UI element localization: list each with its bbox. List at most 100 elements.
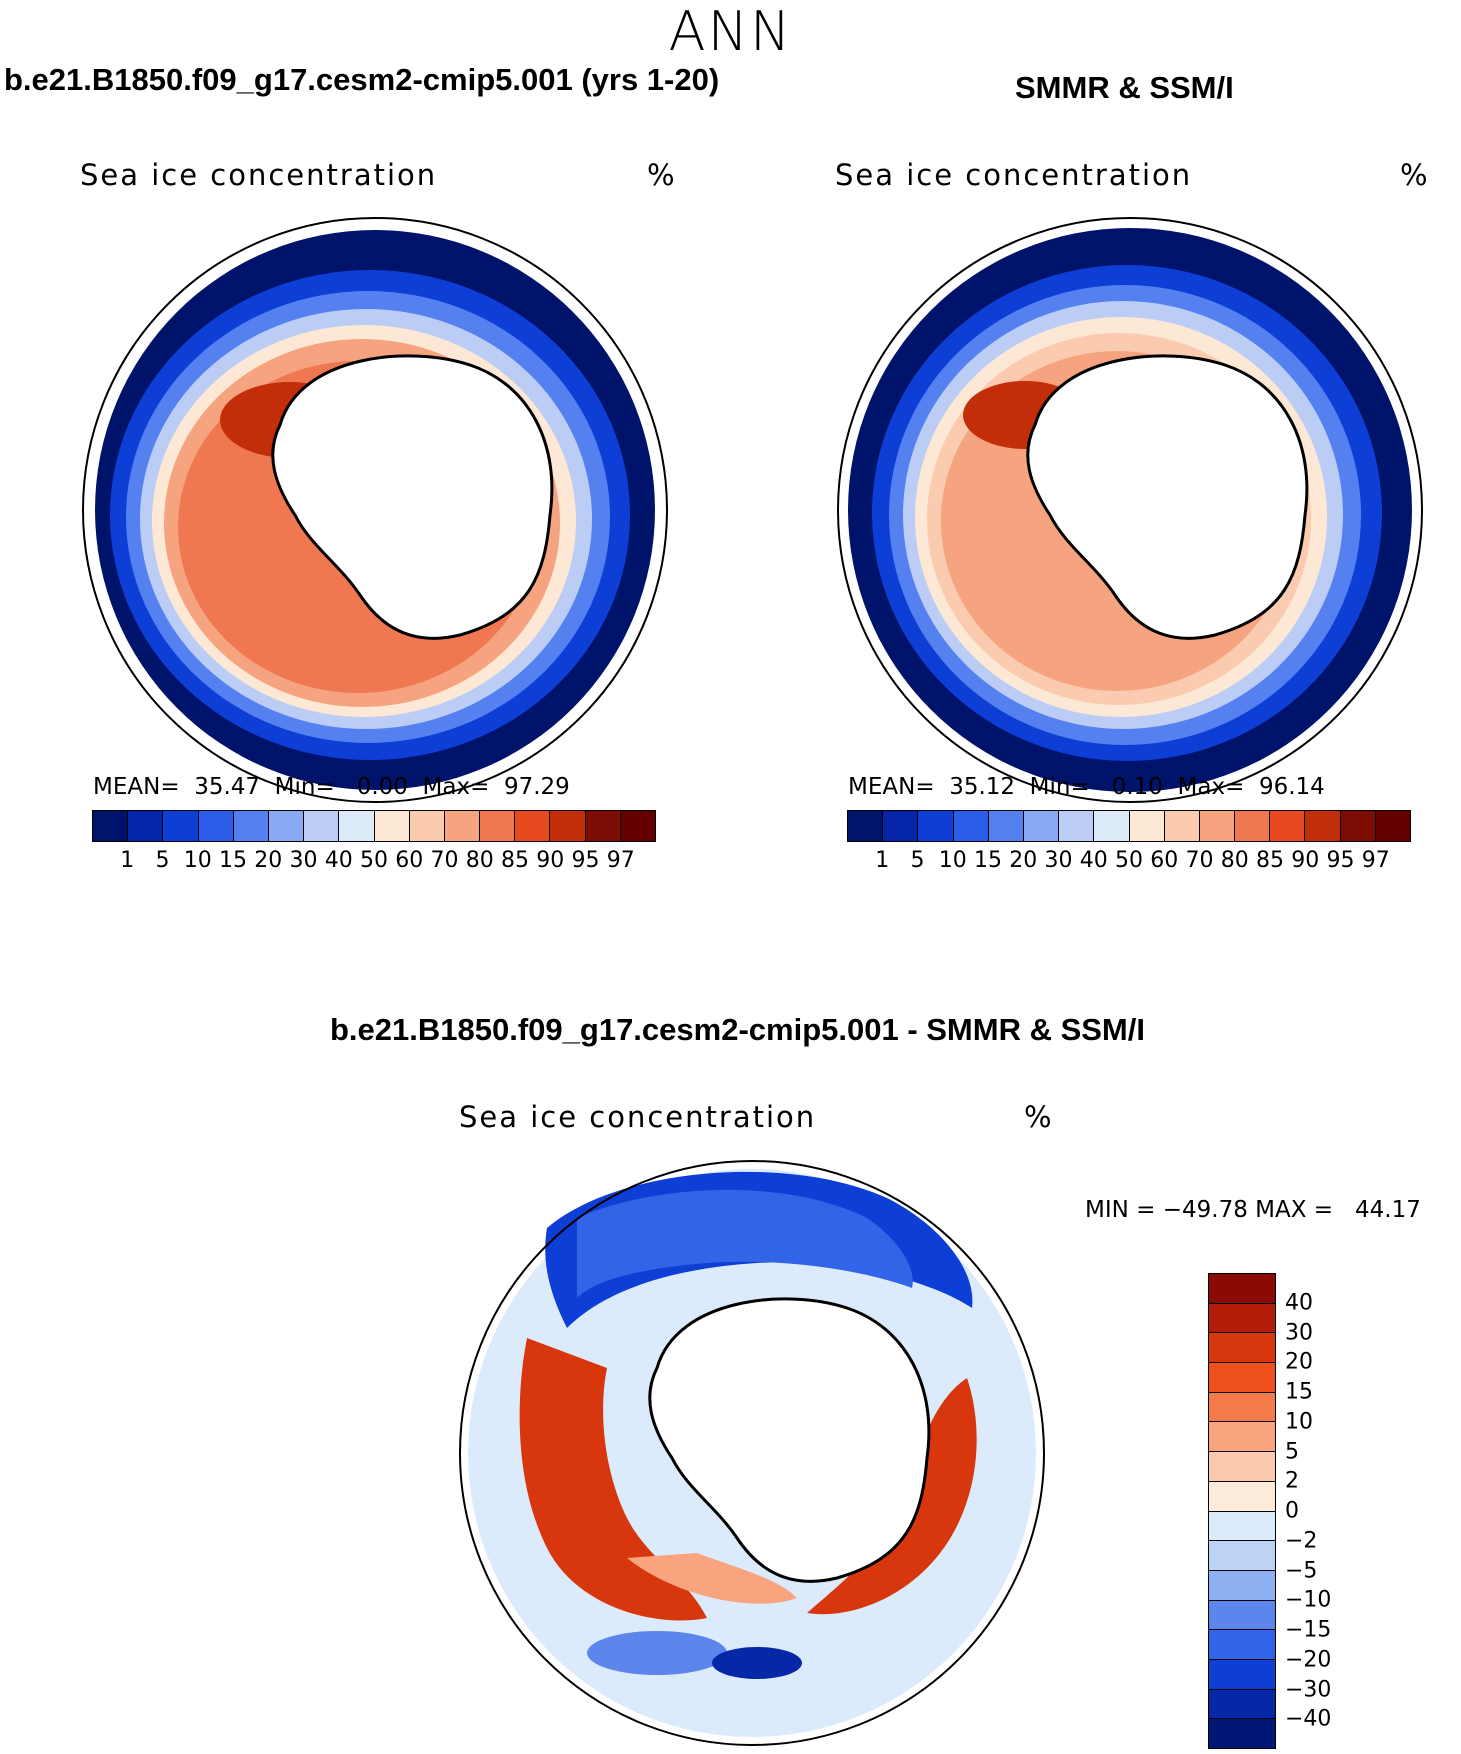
panel-2-colorbar-swatch — [883, 811, 919, 841]
panel-1-colorbar-tick-label: 60 — [395, 848, 424, 873]
panel-1-colorbar — [92, 810, 656, 842]
panel-1-map — [82, 217, 668, 803]
panel-3-colorbar-swatch — [1209, 1689, 1275, 1720]
panel-3-colorbar-swatch — [1209, 1570, 1275, 1601]
panel-1-colorbar-tick-label: 40 — [324, 848, 353, 873]
panel-1-field-label: Sea ice concentration — [80, 158, 438, 192]
panel-1-colorbar-swatch — [268, 811, 305, 841]
panel-1-colorbar-swatch — [339, 811, 375, 841]
panel-2-colorbar-tick-label: 40 — [1079, 848, 1108, 873]
panel-3-colorbar-ticks: 40 30 20 15 10 5 2 0 −2 −5 −10 −15 −20 −30 −40 — [1285, 1273, 1365, 1749]
panel-2-colorbar-tick-label: 90 — [1291, 848, 1320, 873]
panel-3-colorbar-swatch — [1209, 1719, 1275, 1748]
panel-3-positive-anomaly-west — [519, 1338, 707, 1621]
panel-3-field-label: Sea ice concentration — [459, 1100, 817, 1134]
panel-3-colorbar-tick-label: −15 — [1285, 1617, 1332, 1643]
panel-1-colorbar-tick-label: 5 — [155, 848, 170, 873]
panel-1-colorbar-tick-label: 15 — [219, 848, 247, 873]
panel-2-colorbar-swatch — [1129, 811, 1165, 841]
panel-1-colorbar-tick-label: 90 — [536, 848, 565, 873]
panel-2-colorbar-swatch — [1235, 811, 1271, 841]
panel-2-colorbar-swatch — [1305, 811, 1341, 841]
panel-3-colorbar-swatch — [1209, 1303, 1275, 1334]
panel-3-colorbar-swatch — [1209, 1659, 1275, 1690]
panel-2-colorbar-tick-label: 30 — [1044, 848, 1073, 873]
panel-1-colorbar-ticks: 1 5 10 15 20 30 40 50 60 70 80 85 90 95 97 — [92, 848, 656, 878]
panel-3-colorbar-tick-label: −2 — [1285, 1528, 1318, 1554]
panel-1-colorbar-tick-label: 85 — [501, 848, 529, 873]
panel-2-colorbar-tick-label: 10 — [938, 848, 967, 873]
panel-3-colorbar-tick-label: −30 — [1285, 1677, 1332, 1702]
panel-3-colorbar-swatch — [1209, 1333, 1275, 1364]
panel-3-colorbar-tick-label: 15 — [1285, 1379, 1313, 1405]
panel-1-colorbar-tick-label: 30 — [289, 848, 318, 873]
panel-1-colorbar-swatch — [304, 811, 340, 841]
panel-3-colorbar-tick-label: 40 — [1285, 1290, 1313, 1316]
panel-2-colorbar-tick-label: 70 — [1185, 848, 1214, 873]
panel-1-colorbar-tick-label: 97 — [606, 848, 635, 873]
panel-2-units: % — [1400, 158, 1430, 192]
panel-2-colorbar-tick-label: 97 — [1361, 848, 1390, 873]
panel-2-colorbar-tick-label: 20 — [1009, 848, 1038, 873]
panel-2-title: SMMR & SSM/I — [1015, 70, 1234, 105]
panel-2-colorbar-swatch — [1164, 811, 1200, 841]
panel-3-colorbar-tick-label: 2 — [1285, 1468, 1299, 1494]
panel-1-colorbar-swatch — [409, 811, 445, 841]
panel-2-colorbar-swatch — [918, 811, 954, 841]
panel-1-title: b.e21.B1850.f09_g17.cesm2-cmip5.001 (yrs… — [4, 62, 720, 97]
panel-2-colorbar-swatch — [848, 811, 884, 841]
panel-3-colorbar-tick-label: −40 — [1285, 1706, 1332, 1732]
panel-3-colorbar-swatch — [1209, 1274, 1275, 1304]
panel-3-colorbar-tick-label: 5 — [1285, 1439, 1299, 1464]
panel-1-colorbar-swatch — [480, 811, 516, 841]
panel-3-colorbar-swatch — [1209, 1600, 1275, 1631]
panel-3-colorbar-tick-label: −10 — [1285, 1587, 1332, 1613]
panel-3-colorbar-swatch — [1209, 1481, 1275, 1512]
panel-1-colorbar-swatch — [444, 811, 481, 841]
panel-1-colorbar-swatch — [233, 811, 269, 841]
panel-1-colorbar-tick-label: 50 — [360, 848, 388, 873]
panel-2-colorbar-swatch — [1059, 811, 1095, 841]
panel-2-colorbar-tick-label: 85 — [1256, 848, 1284, 873]
panel-3-colorbar-tick-label: 0 — [1285, 1498, 1299, 1524]
panel-2-antarctica — [1026, 354, 1309, 640]
panel-1-colorbar-tick-label: 1 — [120, 848, 135, 873]
panel-1-colorbar-swatch — [163, 811, 199, 841]
panel-1-colorbar-swatch — [93, 811, 129, 841]
panel-2-colorbar-swatch — [988, 811, 1024, 841]
panel-1-colorbar-tick-label: 80 — [465, 848, 494, 873]
panel-2-colorbar-swatch — [953, 811, 989, 841]
panel-2-colorbar-swatch — [1094, 811, 1130, 841]
panel-1-colorbar-swatch — [128, 811, 164, 841]
panel-2-colorbar-ticks: 1 5 10 15 20 30 40 50 60 70 80 85 90 95 97 — [847, 848, 1411, 878]
panel-1-colorbar-swatch — [198, 811, 234, 841]
panel-1-colorbar-tick-label: 95 — [571, 848, 600, 873]
panel-3-colorbar-swatch — [1209, 1452, 1275, 1482]
panel-2-colorbar-swatch — [1023, 811, 1060, 841]
panel-1-colorbar-swatch — [620, 811, 655, 841]
panel-2-colorbar-tick-label: 95 — [1326, 848, 1355, 873]
panel-1-colorbar-tick-label: 20 — [254, 848, 283, 873]
panel-1-stats: MEAN= 35.47 Min= 0.00 Max= 97.29 — [93, 774, 570, 800]
panel-2-colorbar-swatch — [1340, 811, 1376, 841]
panel-2-colorbar-swatch — [1375, 811, 1410, 841]
panel-2-field-label: Sea ice concentration — [835, 158, 1193, 192]
panel-2-colorbar-tick-label: 80 — [1220, 848, 1249, 873]
panel-2-colorbar-tick-label: 1 — [875, 848, 890, 873]
panel-1-antarctica — [271, 354, 554, 640]
panel-2-stats: MEAN= 35.12 Min= 0.10 Max= 96.14 — [848, 774, 1325, 800]
panel-3-colorbar-swatch — [1209, 1511, 1275, 1542]
panel-3-colorbar-swatch — [1209, 1392, 1275, 1423]
panel-3-colorbar-tick-label: 30 — [1285, 1320, 1313, 1345]
panel-1-colorbar-tick-label: 70 — [430, 848, 459, 873]
panel-1-units: % — [647, 158, 677, 192]
panel-1-colorbar-swatch — [374, 811, 410, 841]
panel-3-colorbar-swatch — [1209, 1422, 1275, 1453]
panel-2-colorbar-tick-label: 50 — [1115, 848, 1143, 873]
panel-3-colorbar-tick-label: −5 — [1285, 1558, 1318, 1583]
panel-3-colorbar-tick-label: −20 — [1285, 1647, 1332, 1673]
panel-3-antarctica — [648, 1297, 931, 1583]
panel-1-colorbar-tick-label: 10 — [183, 848, 212, 873]
panel-3-ross-negative — [587, 1631, 727, 1675]
panel-2-colorbar-swatch — [1199, 811, 1236, 841]
